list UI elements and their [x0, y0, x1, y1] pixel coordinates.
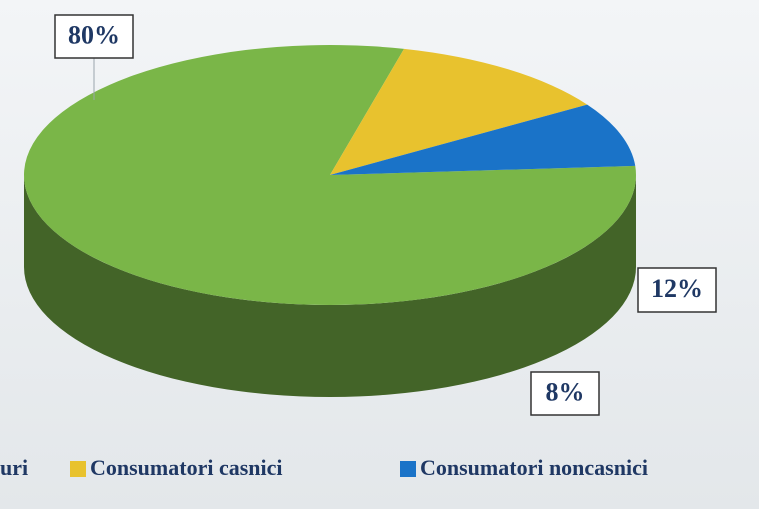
- slice: [330, 104, 636, 175]
- legend-label: uri: [0, 455, 28, 480]
- legend-label: Consumatori noncasnici: [420, 455, 648, 480]
- slice: [330, 48, 588, 175]
- slice-side: [24, 175, 636, 397]
- label-box: [637, 267, 717, 313]
- label-box: [530, 371, 600, 416]
- legend-marker: [400, 461, 416, 477]
- label-box: [54, 14, 134, 59]
- slice: [24, 45, 637, 306]
- legend: uri Consumatori casnici Consumatori noncas…: [0, 455, 648, 480]
- data-label: 8%: [546, 377, 585, 406]
- labels: 80% 12% 8%: [54, 14, 717, 416]
- legend-marker: [70, 461, 86, 477]
- data-label: 80%: [68, 20, 120, 49]
- pie: [24, 45, 637, 397]
- legend-label: Consumatori casnici: [90, 455, 283, 480]
- data-label: 12%: [651, 274, 703, 303]
